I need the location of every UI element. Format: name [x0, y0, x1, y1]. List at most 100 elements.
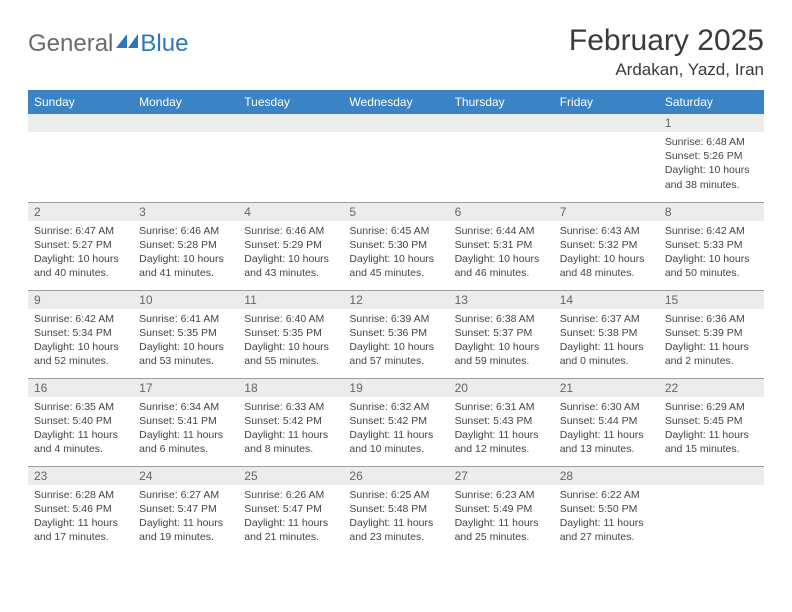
calendar-week: 9Sunrise: 6:42 AMSunset: 5:34 PMDaylight… — [28, 290, 764, 378]
daylight-text: Daylight: 10 hours and 59 minutes. — [455, 340, 548, 368]
day-data: Sunrise: 6:39 AMSunset: 5:36 PMDaylight:… — [343, 309, 448, 373]
calendar-cell: 10Sunrise: 6:41 AMSunset: 5:35 PMDayligh… — [133, 290, 238, 378]
daylight-text: Daylight: 10 hours and 38 minutes. — [665, 163, 758, 191]
daylight-text: Daylight: 11 hours and 17 minutes. — [34, 516, 127, 544]
calendar-cell — [659, 466, 764, 554]
day-number: 18 — [238, 379, 343, 397]
daylight-text: Daylight: 10 hours and 57 minutes. — [349, 340, 442, 368]
calendar-cell: 5Sunrise: 6:45 AMSunset: 5:30 PMDaylight… — [343, 202, 448, 290]
day-data: Sunrise: 6:38 AMSunset: 5:37 PMDaylight:… — [449, 309, 554, 373]
day-data: Sunrise: 6:41 AMSunset: 5:35 PMDaylight:… — [133, 309, 238, 373]
day-number: 26 — [343, 467, 448, 485]
calendar-cell — [343, 114, 448, 202]
sunset-text: Sunset: 5:47 PM — [139, 502, 232, 516]
day-number: 15 — [659, 291, 764, 309]
logo: General Blue — [28, 30, 188, 58]
sunset-text: Sunset: 5:28 PM — [139, 238, 232, 252]
day-number: 2 — [28, 203, 133, 221]
day-data: Sunrise: 6:25 AMSunset: 5:48 PMDaylight:… — [343, 485, 448, 549]
day-number: 9 — [28, 291, 133, 309]
day-header: Tuesday — [238, 90, 343, 114]
sunrise-text: Sunrise: 6:42 AM — [665, 224, 758, 238]
day-data: Sunrise: 6:44 AMSunset: 5:31 PMDaylight:… — [449, 221, 554, 285]
calendar-cell: 16Sunrise: 6:35 AMSunset: 5:40 PMDayligh… — [28, 378, 133, 466]
calendar-cell: 6Sunrise: 6:44 AMSunset: 5:31 PMDaylight… — [449, 202, 554, 290]
day-data: Sunrise: 6:43 AMSunset: 5:32 PMDaylight:… — [554, 221, 659, 285]
day-number: 5 — [343, 203, 448, 221]
daylight-text: Daylight: 11 hours and 27 minutes. — [560, 516, 653, 544]
day-data — [343, 132, 448, 192]
sunrise-text: Sunrise: 6:29 AM — [665, 400, 758, 414]
day-data: Sunrise: 6:46 AMSunset: 5:28 PMDaylight:… — [133, 221, 238, 285]
daylight-text: Daylight: 11 hours and 25 minutes. — [455, 516, 548, 544]
sunrise-text: Sunrise: 6:35 AM — [34, 400, 127, 414]
calendar-week: 23Sunrise: 6:28 AMSunset: 5:46 PMDayligh… — [28, 466, 764, 554]
day-number: 28 — [554, 467, 659, 485]
day-data: Sunrise: 6:32 AMSunset: 5:42 PMDaylight:… — [343, 397, 448, 461]
calendar-cell: 3Sunrise: 6:46 AMSunset: 5:28 PMDaylight… — [133, 202, 238, 290]
day-number: 19 — [343, 379, 448, 397]
daylight-text: Daylight: 10 hours and 41 minutes. — [139, 252, 232, 280]
daylight-text: Daylight: 10 hours and 43 minutes. — [244, 252, 337, 280]
daylight-text: Daylight: 11 hours and 4 minutes. — [34, 428, 127, 456]
day-data: Sunrise: 6:42 AMSunset: 5:33 PMDaylight:… — [659, 221, 764, 285]
day-header: Monday — [133, 90, 238, 114]
sunrise-text: Sunrise: 6:41 AM — [139, 312, 232, 326]
calendar-cell: 9Sunrise: 6:42 AMSunset: 5:34 PMDaylight… — [28, 290, 133, 378]
day-data: Sunrise: 6:26 AMSunset: 5:47 PMDaylight:… — [238, 485, 343, 549]
day-data — [449, 132, 554, 192]
sunset-text: Sunset: 5:34 PM — [34, 326, 127, 340]
sunset-text: Sunset: 5:49 PM — [455, 502, 548, 516]
daylight-text: Daylight: 10 hours and 50 minutes. — [665, 252, 758, 280]
daylight-text: Daylight: 10 hours and 55 minutes. — [244, 340, 337, 368]
day-data: Sunrise: 6:30 AMSunset: 5:44 PMDaylight:… — [554, 397, 659, 461]
calendar-table: Sunday Monday Tuesday Wednesday Thursday… — [28, 90, 764, 554]
sunrise-text: Sunrise: 6:27 AM — [139, 488, 232, 502]
calendar-cell — [554, 114, 659, 202]
day-number: 24 — [133, 467, 238, 485]
calendar-week: 1Sunrise: 6:48 AMSunset: 5:26 PMDaylight… — [28, 114, 764, 202]
calendar-cell: 20Sunrise: 6:31 AMSunset: 5:43 PMDayligh… — [449, 378, 554, 466]
location: Ardakan, Yazd, Iran — [569, 60, 764, 80]
calendar-week: 16Sunrise: 6:35 AMSunset: 5:40 PMDayligh… — [28, 378, 764, 466]
sunrise-text: Sunrise: 6:23 AM — [455, 488, 548, 502]
day-header: Thursday — [449, 90, 554, 114]
sunrise-text: Sunrise: 6:34 AM — [139, 400, 232, 414]
day-data: Sunrise: 6:36 AMSunset: 5:39 PMDaylight:… — [659, 309, 764, 373]
day-number: 14 — [554, 291, 659, 309]
sunrise-text: Sunrise: 6:30 AM — [560, 400, 653, 414]
calendar-cell: 2Sunrise: 6:47 AMSunset: 5:27 PMDaylight… — [28, 202, 133, 290]
calendar-cell — [449, 114, 554, 202]
sunrise-text: Sunrise: 6:26 AM — [244, 488, 337, 502]
sunset-text: Sunset: 5:40 PM — [34, 414, 127, 428]
day-number — [133, 114, 238, 132]
logo-text-part2: Blue — [140, 30, 188, 58]
daylight-text: Daylight: 11 hours and 23 minutes. — [349, 516, 442, 544]
calendar-cell: 7Sunrise: 6:43 AMSunset: 5:32 PMDaylight… — [554, 202, 659, 290]
sunrise-text: Sunrise: 6:38 AM — [455, 312, 548, 326]
day-number: 12 — [343, 291, 448, 309]
calendar-cell — [238, 114, 343, 202]
calendar-cell: 14Sunrise: 6:37 AMSunset: 5:38 PMDayligh… — [554, 290, 659, 378]
sunset-text: Sunset: 5:47 PM — [244, 502, 337, 516]
sail-icon — [116, 34, 138, 48]
calendar-cell: 28Sunrise: 6:22 AMSunset: 5:50 PMDayligh… — [554, 466, 659, 554]
day-data: Sunrise: 6:48 AMSunset: 5:26 PMDaylight:… — [659, 132, 764, 196]
logo-text-part1: General — [28, 30, 113, 58]
daylight-text: Daylight: 10 hours and 52 minutes. — [34, 340, 127, 368]
month-title: February 2025 — [569, 24, 764, 58]
calendar-cell: 12Sunrise: 6:39 AMSunset: 5:36 PMDayligh… — [343, 290, 448, 378]
day-data: Sunrise: 6:42 AMSunset: 5:34 PMDaylight:… — [28, 309, 133, 373]
sunset-text: Sunset: 5:30 PM — [349, 238, 442, 252]
day-data: Sunrise: 6:47 AMSunset: 5:27 PMDaylight:… — [28, 221, 133, 285]
sunset-text: Sunset: 5:35 PM — [139, 326, 232, 340]
sunrise-text: Sunrise: 6:28 AM — [34, 488, 127, 502]
daylight-text: Daylight: 10 hours and 48 minutes. — [560, 252, 653, 280]
sunrise-text: Sunrise: 6:46 AM — [139, 224, 232, 238]
day-number: 17 — [133, 379, 238, 397]
day-number: 23 — [28, 467, 133, 485]
day-data: Sunrise: 6:22 AMSunset: 5:50 PMDaylight:… — [554, 485, 659, 549]
daylight-text: Daylight: 11 hours and 2 minutes. — [665, 340, 758, 368]
sunrise-text: Sunrise: 6:40 AM — [244, 312, 337, 326]
sunset-text: Sunset: 5:41 PM — [139, 414, 232, 428]
